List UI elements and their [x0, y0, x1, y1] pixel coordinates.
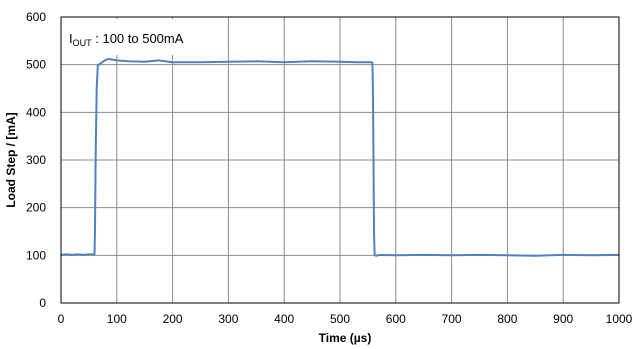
- y-tick-label: 200: [26, 201, 46, 215]
- annotation-subscript: OUT: [73, 38, 93, 48]
- x-tick-label: 800: [497, 312, 517, 326]
- y-tick-label: 300: [26, 153, 46, 167]
- y-tick-label: 400: [26, 105, 46, 119]
- x-tick-label: 700: [442, 312, 462, 326]
- tick-labels: 0 100 200 300 400 500 600 700 800 900 1000 0 100 200 3…: [26, 10, 633, 326]
- grid: [61, 17, 619, 303]
- plot-frame: [60, 16, 620, 304]
- y-tick-label: 0: [39, 296, 46, 310]
- x-tick-label: 900: [553, 312, 573, 326]
- x-axis-title: Time (µs): [319, 331, 372, 345]
- x-tick-label: 100: [107, 312, 127, 326]
- x-tick-label: 200: [163, 312, 183, 326]
- y-tick-label: 600: [26, 10, 46, 24]
- x-tick-label: 300: [218, 312, 238, 326]
- annotation-box: IOUT : 100 to 500mA: [63, 19, 184, 55]
- y-tick-label: 100: [26, 248, 46, 262]
- y-axis-title: Load Step / [mA]: [4, 112, 18, 207]
- y-tick-label: 500: [26, 58, 46, 72]
- annotation-background: [63, 19, 175, 55]
- x-tick-label: 400: [274, 312, 294, 326]
- x-tick-label: 600: [386, 312, 406, 326]
- annotation-range: : 100 to 500mA: [92, 31, 184, 46]
- load-step-series-line: [60, 57, 620, 257]
- iout-annotation: IOUT : 100 to 500mA: [69, 31, 184, 48]
- x-tick-label: 1000: [606, 312, 633, 326]
- series-layer: [60, 57, 620, 257]
- x-tick-label: 0: [58, 312, 65, 326]
- x-tick-label: 500: [330, 312, 350, 326]
- annotation-main: I: [69, 31, 73, 46]
